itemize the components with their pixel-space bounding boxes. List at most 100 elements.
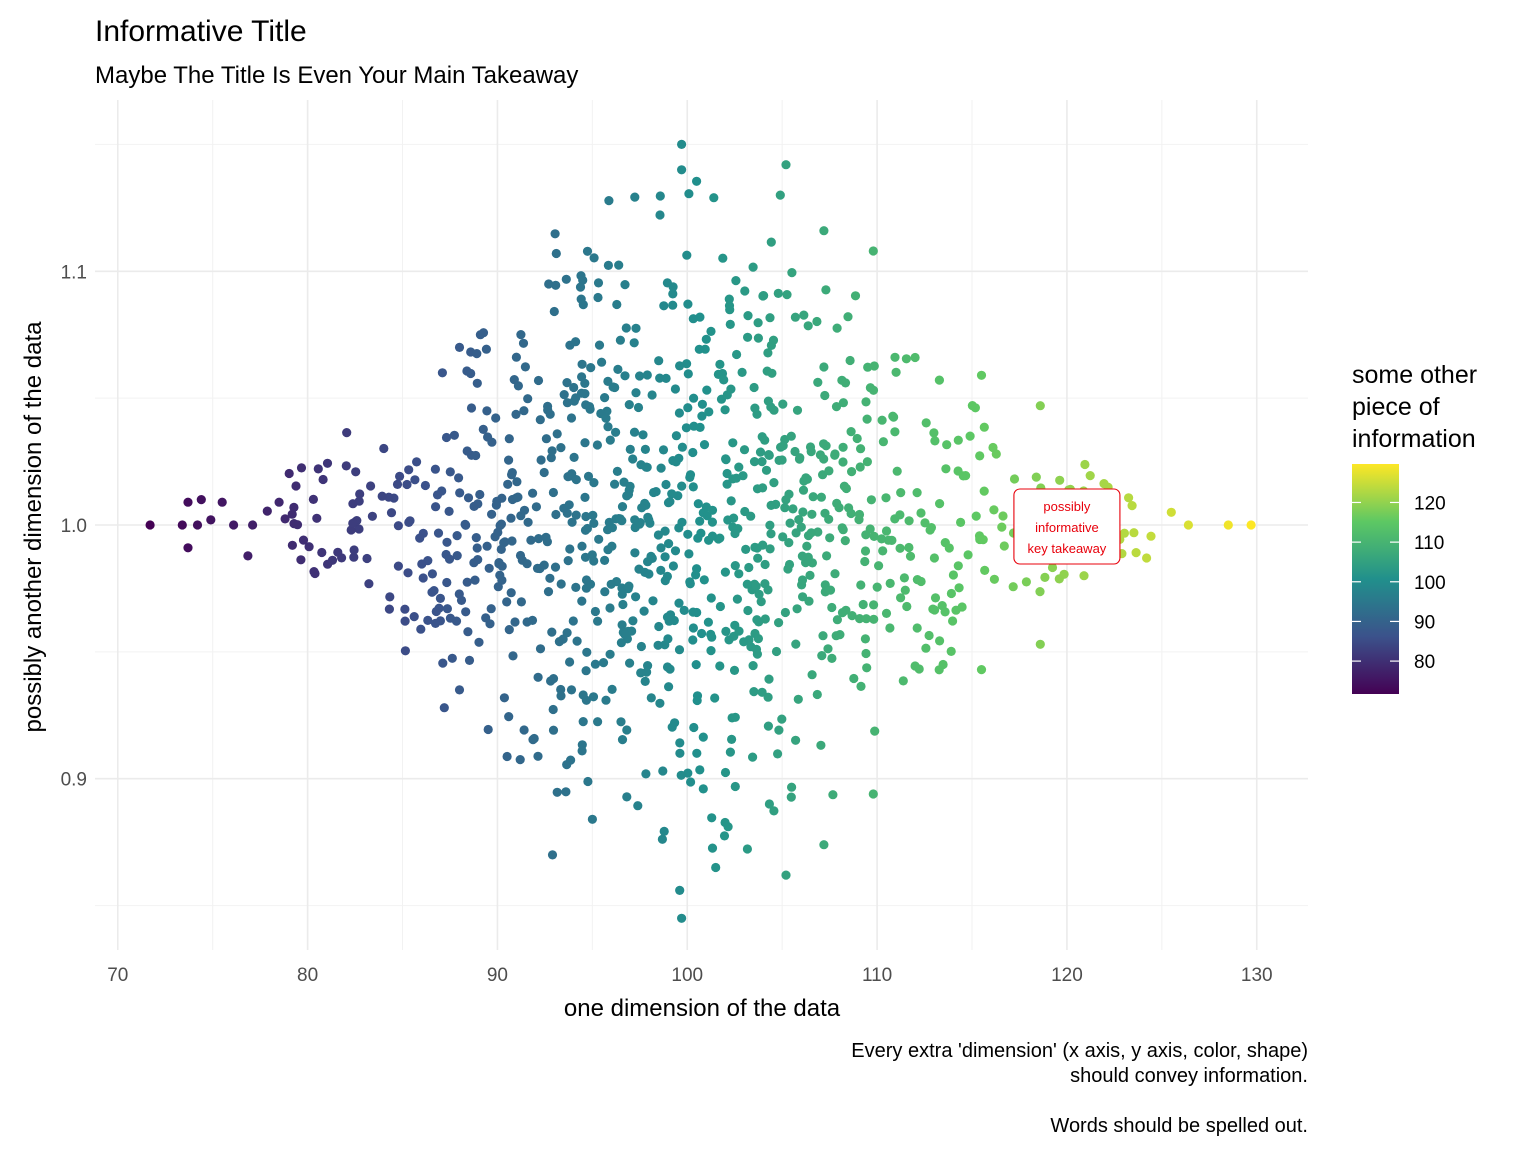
data-point bbox=[656, 543, 666, 553]
data-point bbox=[418, 573, 428, 583]
data-point bbox=[856, 580, 866, 590]
data-point bbox=[287, 509, 297, 519]
data-point bbox=[624, 581, 634, 591]
data-point bbox=[860, 556, 870, 567]
data-point bbox=[750, 628, 760, 639]
data-point bbox=[471, 533, 481, 543]
data-point bbox=[513, 492, 523, 502]
data-point bbox=[698, 784, 708, 794]
data-point bbox=[685, 470, 696, 480]
data-point bbox=[743, 332, 753, 342]
data-point bbox=[583, 471, 594, 481]
data-point bbox=[763, 348, 773, 358]
data-point bbox=[675, 361, 685, 371]
data-point bbox=[548, 487, 559, 498]
x-axis-ticks: 70 80 90 100 110 120 130 bbox=[107, 965, 1272, 986]
data-point bbox=[1131, 548, 1141, 558]
data-point bbox=[481, 344, 491, 354]
data-point bbox=[403, 568, 413, 578]
data-point bbox=[1079, 571, 1089, 581]
data-point bbox=[758, 483, 768, 493]
data-point bbox=[400, 646, 410, 656]
data-point bbox=[699, 575, 709, 585]
data-point bbox=[837, 608, 848, 618]
data-point bbox=[243, 551, 253, 561]
data-point bbox=[291, 481, 301, 491]
legend-tick-label: 90 bbox=[1414, 612, 1435, 633]
data-point bbox=[441, 432, 452, 443]
data-point bbox=[899, 573, 910, 583]
data-point bbox=[493, 582, 503, 592]
data-point bbox=[807, 509, 817, 519]
data-point bbox=[482, 406, 492, 416]
data-point bbox=[883, 535, 894, 545]
data-point bbox=[674, 408, 685, 418]
data-point bbox=[578, 300, 588, 310]
data-point bbox=[757, 457, 767, 467]
data-point bbox=[550, 562, 561, 572]
data-point bbox=[741, 544, 751, 555]
data-point bbox=[727, 734, 737, 745]
data-point bbox=[504, 712, 514, 722]
annotation-box bbox=[1013, 488, 1121, 565]
data-point bbox=[925, 525, 935, 535]
data-point bbox=[592, 440, 603, 450]
data-point bbox=[929, 428, 939, 438]
annotation-text-line: possibly bbox=[1043, 499, 1090, 514]
data-point bbox=[868, 789, 878, 799]
data-point bbox=[653, 640, 663, 650]
x-tick-label: 120 bbox=[1051, 965, 1083, 986]
data-point bbox=[674, 598, 684, 608]
data-point bbox=[562, 398, 573, 408]
data-point bbox=[571, 475, 581, 485]
data-point bbox=[1054, 574, 1064, 584]
data-point bbox=[463, 493, 474, 503]
data-point bbox=[765, 520, 775, 530]
data-point bbox=[729, 665, 740, 676]
data-point bbox=[617, 502, 628, 512]
data-point bbox=[838, 398, 849, 408]
data-point bbox=[633, 402, 644, 413]
data-point bbox=[575, 282, 586, 292]
legend-tick-label: 120 bbox=[1414, 493, 1446, 514]
data-point bbox=[675, 748, 685, 758]
data-point bbox=[605, 603, 615, 613]
data-point bbox=[818, 631, 828, 641]
data-point bbox=[688, 482, 698, 492]
data-point bbox=[671, 431, 682, 441]
data-point bbox=[861, 648, 871, 659]
data-point bbox=[1124, 493, 1134, 503]
data-point bbox=[885, 623, 895, 633]
data-point bbox=[766, 237, 776, 247]
data-point bbox=[636, 641, 647, 652]
data-point bbox=[739, 445, 750, 455]
data-point bbox=[980, 565, 990, 576]
data-point bbox=[831, 631, 841, 641]
data-point bbox=[482, 541, 492, 551]
data-point bbox=[511, 409, 521, 419]
data-point bbox=[145, 520, 155, 530]
data-point bbox=[675, 738, 685, 748]
data-point bbox=[565, 657, 575, 667]
data-point bbox=[1166, 507, 1176, 517]
data-point bbox=[616, 717, 626, 727]
data-point bbox=[720, 405, 730, 415]
data-point bbox=[630, 192, 640, 202]
data-point bbox=[965, 431, 975, 441]
data-point bbox=[679, 605, 689, 616]
data-point bbox=[701, 334, 711, 344]
data-point bbox=[616, 638, 627, 648]
data-point bbox=[1035, 639, 1045, 649]
data-point bbox=[603, 376, 613, 386]
data-point bbox=[248, 520, 258, 530]
legend-colorbar bbox=[1352, 464, 1399, 694]
data-point bbox=[487, 437, 497, 447]
data-point bbox=[856, 444, 866, 454]
data-point bbox=[676, 770, 686, 780]
data-point bbox=[519, 725, 529, 735]
data-point bbox=[749, 457, 760, 467]
data-point bbox=[393, 521, 403, 531]
data-point bbox=[518, 338, 529, 348]
data-point bbox=[830, 569, 840, 579]
data-point bbox=[753, 318, 763, 328]
